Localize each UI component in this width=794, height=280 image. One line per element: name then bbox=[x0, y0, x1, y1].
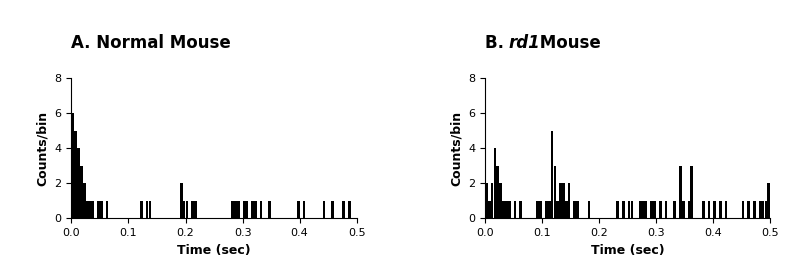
Bar bbox=[494, 148, 496, 218]
Bar bbox=[191, 201, 194, 218]
Bar bbox=[245, 201, 249, 218]
Bar bbox=[519, 201, 522, 218]
Bar bbox=[545, 201, 548, 218]
Bar bbox=[691, 166, 693, 218]
Bar bbox=[551, 131, 553, 218]
Bar bbox=[97, 201, 100, 218]
Bar bbox=[673, 201, 676, 218]
Bar bbox=[106, 201, 109, 218]
Bar bbox=[496, 166, 499, 218]
Bar bbox=[573, 201, 576, 218]
Bar bbox=[100, 201, 102, 218]
Bar bbox=[761, 201, 765, 218]
Bar bbox=[195, 201, 197, 218]
Bar bbox=[639, 201, 642, 218]
Bar bbox=[491, 183, 494, 218]
Bar bbox=[260, 201, 263, 218]
Bar bbox=[180, 183, 183, 218]
Bar bbox=[243, 201, 245, 218]
Bar bbox=[499, 183, 502, 218]
Bar bbox=[331, 201, 333, 218]
Bar bbox=[754, 201, 756, 218]
Bar bbox=[254, 201, 256, 218]
Bar bbox=[767, 183, 770, 218]
Bar bbox=[83, 183, 86, 218]
Bar bbox=[659, 201, 661, 218]
Y-axis label: Counts/bin: Counts/bin bbox=[449, 111, 463, 186]
Bar bbox=[251, 201, 254, 218]
Bar bbox=[559, 183, 562, 218]
Bar bbox=[488, 201, 491, 218]
Bar bbox=[145, 201, 148, 218]
Bar bbox=[322, 201, 326, 218]
Bar bbox=[342, 201, 345, 218]
Bar bbox=[765, 201, 767, 218]
Bar bbox=[565, 201, 568, 218]
Bar bbox=[91, 201, 94, 218]
Bar bbox=[719, 201, 722, 218]
Bar bbox=[268, 201, 271, 218]
X-axis label: Time (sec): Time (sec) bbox=[591, 244, 665, 257]
Bar bbox=[588, 201, 591, 218]
Bar bbox=[89, 201, 91, 218]
Bar bbox=[630, 201, 634, 218]
Bar bbox=[514, 201, 516, 218]
Bar bbox=[80, 166, 83, 218]
Bar bbox=[642, 201, 645, 218]
Bar bbox=[502, 201, 505, 218]
Bar bbox=[553, 166, 557, 218]
Bar bbox=[234, 201, 237, 218]
Bar bbox=[627, 201, 630, 218]
Bar bbox=[568, 183, 570, 218]
Bar bbox=[86, 201, 88, 218]
Bar bbox=[616, 201, 619, 218]
Bar bbox=[557, 201, 559, 218]
Bar bbox=[537, 201, 539, 218]
Bar bbox=[348, 201, 351, 218]
Bar bbox=[747, 201, 750, 218]
Bar bbox=[77, 148, 80, 218]
Bar bbox=[140, 201, 143, 218]
Bar bbox=[75, 131, 77, 218]
Bar bbox=[231, 201, 234, 218]
Bar bbox=[688, 201, 690, 218]
Bar bbox=[186, 201, 188, 218]
Bar bbox=[653, 201, 656, 218]
Y-axis label: Counts/bin: Counts/bin bbox=[36, 111, 49, 186]
Bar bbox=[505, 201, 507, 218]
Bar bbox=[71, 113, 75, 218]
Text: rd1: rd1 bbox=[509, 34, 541, 52]
Bar bbox=[297, 201, 299, 218]
Bar bbox=[237, 201, 240, 218]
Bar bbox=[650, 201, 653, 218]
Bar bbox=[759, 201, 761, 218]
Bar bbox=[622, 201, 625, 218]
Bar bbox=[548, 201, 550, 218]
X-axis label: Time (sec): Time (sec) bbox=[177, 244, 251, 257]
Bar bbox=[485, 183, 488, 218]
Bar bbox=[576, 201, 579, 218]
Bar bbox=[508, 201, 511, 218]
Bar bbox=[742, 201, 745, 218]
Bar bbox=[713, 201, 716, 218]
Bar bbox=[303, 201, 305, 218]
Bar bbox=[679, 166, 682, 218]
Bar bbox=[148, 201, 151, 218]
Bar bbox=[725, 201, 727, 218]
Bar bbox=[539, 201, 542, 218]
Text: B.: B. bbox=[485, 34, 510, 52]
Text: A. Normal Mouse: A. Normal Mouse bbox=[71, 34, 231, 52]
Bar bbox=[183, 201, 186, 218]
Bar bbox=[645, 201, 647, 218]
Text: Mouse: Mouse bbox=[534, 34, 601, 52]
Bar bbox=[562, 183, 565, 218]
Bar bbox=[665, 201, 668, 218]
Bar bbox=[682, 201, 684, 218]
Bar bbox=[707, 201, 710, 218]
Bar bbox=[702, 201, 704, 218]
